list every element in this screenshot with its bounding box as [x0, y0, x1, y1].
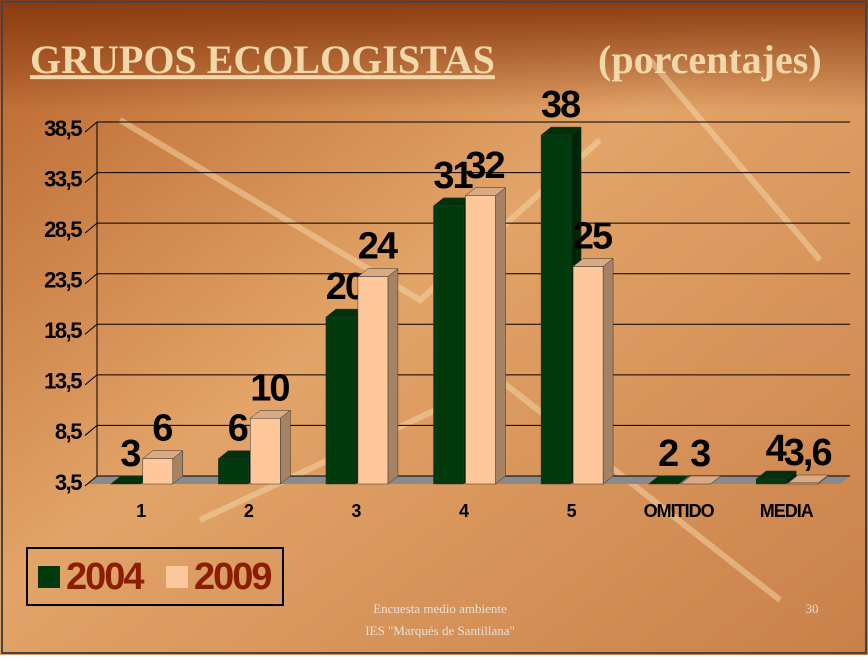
y-tick-label: 38,5: [44, 116, 82, 141]
footer-line: IES "Marqués de Santillana": [365, 623, 515, 638]
bar-front: [218, 458, 249, 485]
legend-label: 2009: [194, 556, 271, 598]
y-tick-label: 28,5: [44, 217, 82, 242]
x-tick-label: 2: [244, 501, 254, 521]
bar-front: [755, 478, 787, 485]
legend-label: 2004: [66, 556, 144, 598]
legend-box: [26, 547, 284, 606]
bar: [755, 470, 797, 485]
title: GRUPOS ECOLOGISTAS: [30, 37, 495, 82]
legend: 2004 2009: [38, 556, 273, 598]
tick-mark: [84, 172, 98, 183]
data-label: 31: [433, 155, 473, 197]
data-label: 3: [120, 433, 140, 475]
bar: [787, 474, 829, 485]
plot: 3,58,513,518,523,528,533,538,51362610320…: [44, 84, 850, 521]
tick-mark: [84, 121, 98, 133]
bar: [357, 268, 399, 485]
bar-side: [387, 268, 399, 485]
tick-mark: [84, 374, 98, 386]
bar: [647, 475, 690, 485]
x-tick-label: 3: [351, 501, 361, 521]
data-label: 6: [152, 408, 172, 450]
data-label: 24: [358, 226, 398, 268]
bar-front: [142, 458, 174, 485]
data-label: 10: [250, 367, 289, 409]
data-label: 3: [690, 433, 710, 475]
bar-front: [787, 482, 819, 485]
bar-front: [357, 276, 389, 485]
tick-mark: [84, 222, 98, 234]
data-label: 4: [766, 428, 787, 470]
bar-side: [495, 187, 506, 485]
data-label: 32: [465, 145, 504, 187]
bar: [679, 475, 722, 485]
x-tick-label: OMITIDO: [644, 501, 715, 521]
tick-mark: [84, 323, 98, 335]
y-tick-label: 8,5: [55, 419, 82, 444]
bar-front: [540, 134, 572, 485]
y-tick-label: 3,5: [55, 470, 82, 495]
data-label: 3,6: [784, 432, 832, 474]
bar: [142, 450, 184, 485]
data-label: 25: [573, 216, 613, 258]
data-label: 38: [541, 84, 580, 126]
bar-top: [679, 475, 722, 485]
y-tick-label: 18,5: [44, 318, 82, 343]
bar-side: [280, 409, 291, 485]
y-tick-label: 13,5: [44, 369, 82, 394]
bar-side: [602, 258, 614, 485]
x-tick-label: 4: [459, 501, 469, 521]
bar: [464, 187, 507, 485]
bar-front: [465, 195, 496, 485]
data-label: 6: [228, 408, 248, 450]
page-number: 30: [806, 601, 819, 616]
subtitle: (porcentajes): [598, 37, 822, 82]
bar-front: [250, 418, 281, 485]
tick-mark: [84, 425, 98, 436]
x-tick-label: 5: [567, 501, 577, 521]
bar-front: [433, 205, 464, 485]
bar-front: [572, 266, 604, 485]
title-band: [0, 0, 868, 110]
bar-top: [647, 475, 690, 485]
x-tick-label: MEDIA: [760, 501, 814, 521]
legend-swatch: [166, 566, 188, 588]
data-label: 2: [658, 433, 678, 475]
legend-swatch: [38, 566, 60, 588]
x-tick-label: 1: [136, 501, 146, 521]
bar-front: [325, 316, 357, 485]
footer-line: Encuesta medio ambiente: [373, 601, 507, 616]
y-tick-label: 23,5: [44, 268, 82, 293]
bar: [572, 258, 614, 485]
tick-mark: [84, 273, 98, 285]
bar: [249, 409, 292, 485]
tick-mark: [84, 475, 98, 487]
y-tick-label: 33,5: [44, 166, 82, 191]
